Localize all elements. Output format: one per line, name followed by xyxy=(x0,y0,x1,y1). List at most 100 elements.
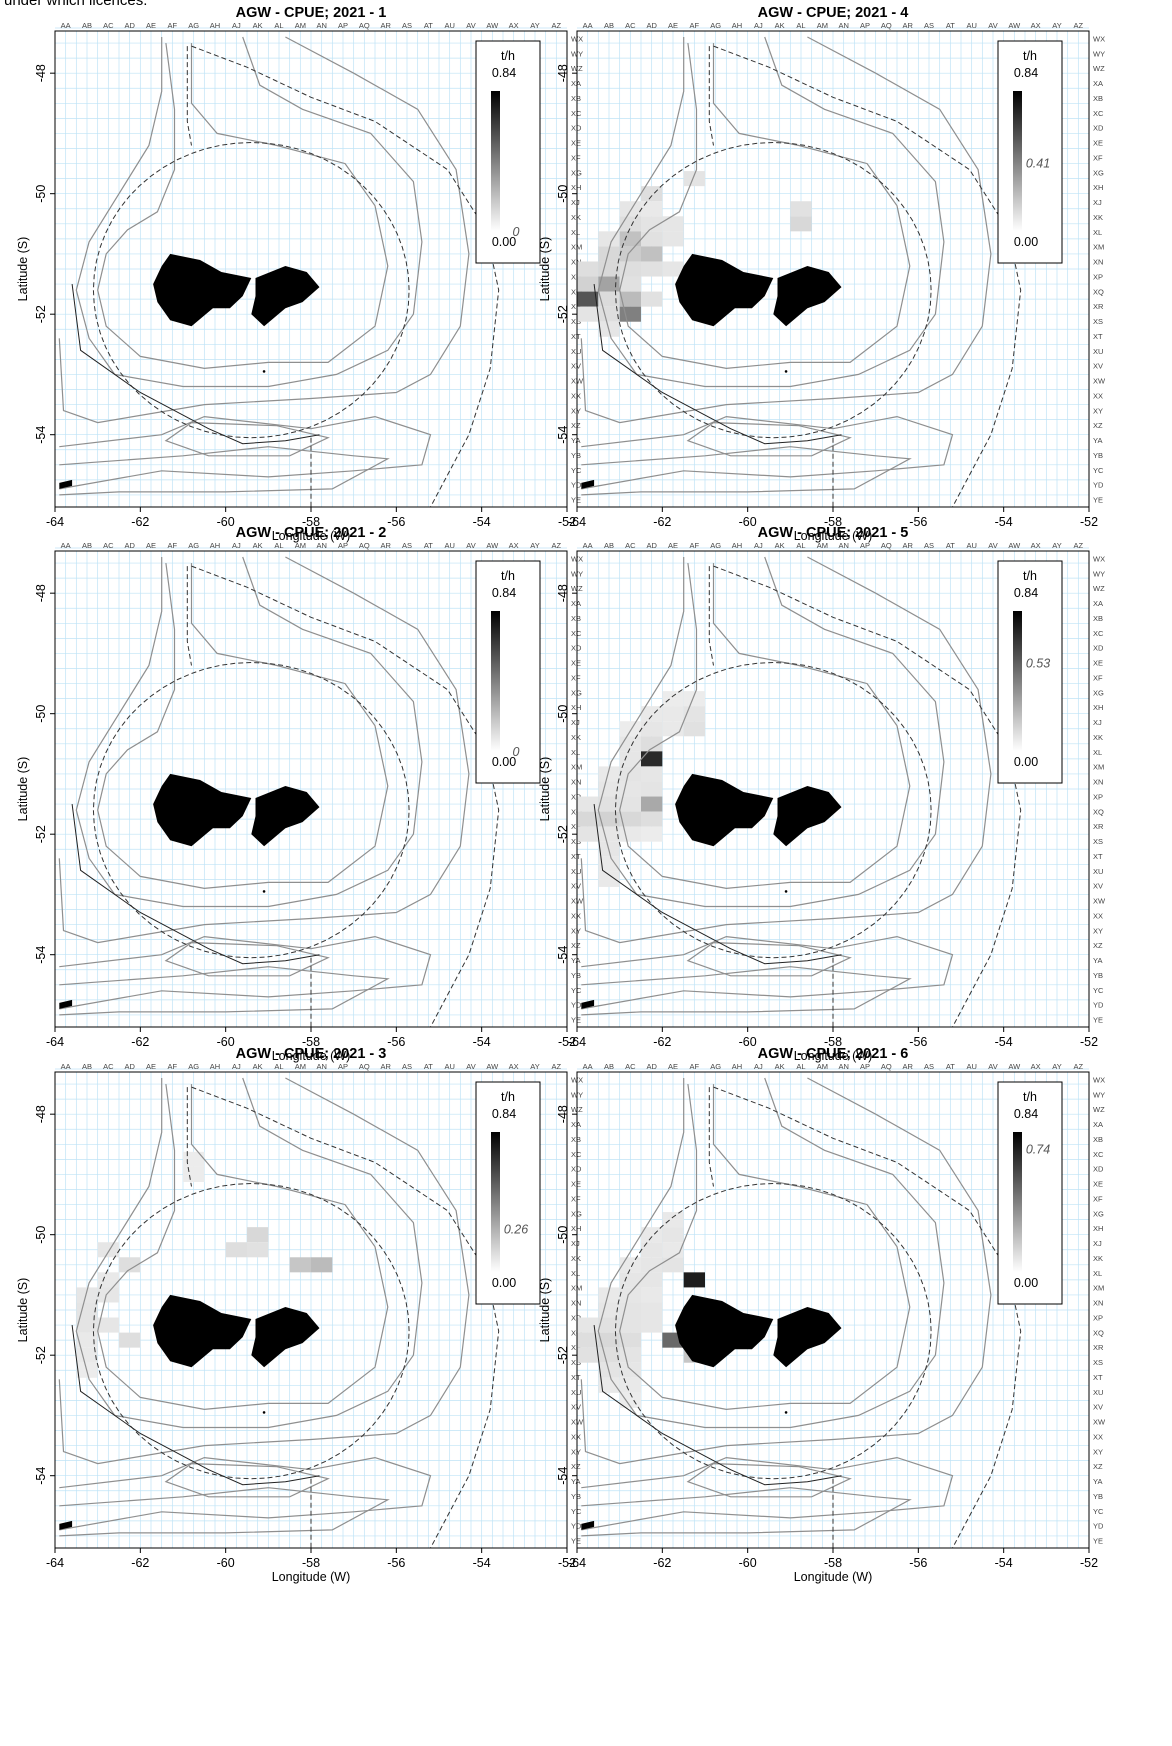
legend-bar xyxy=(1013,1132,1022,1272)
y-axis-label: Latitude (S) xyxy=(16,1278,30,1343)
grid-row-label: XD xyxy=(1093,644,1104,653)
colour-legend: t/h 0.84 0.00 0.74 xyxy=(997,1081,1063,1305)
x-tick-label: -64 xyxy=(568,1556,586,1570)
grid-row-label: XL xyxy=(571,748,580,757)
bathymetry-contours xyxy=(580,556,1022,1028)
grid-column-label: AR xyxy=(902,1062,913,1071)
heat-cell xyxy=(641,246,663,262)
grid-row-labels: WXWYWZXAXBXCXDXEXFXGXHXJXKXLXMXNXPXQXRXS… xyxy=(571,554,584,1024)
grid-row-label: XS xyxy=(571,317,581,326)
grid-row-label: XW xyxy=(571,1418,584,1427)
heat-cell xyxy=(619,306,641,322)
y-axis-label: Latitude (S) xyxy=(538,757,552,822)
grid-column-label: AF xyxy=(690,1062,700,1071)
zone-circle xyxy=(614,141,932,439)
grid-column-label: AA xyxy=(61,541,71,550)
grid-column-label: AZ xyxy=(1074,21,1084,30)
x-tick-label: -52 xyxy=(1080,515,1098,529)
grid-column-label: AP xyxy=(860,1062,870,1071)
grid-row-label: XT xyxy=(1093,332,1103,341)
y-tick-label: -54 xyxy=(556,946,570,964)
contour-line xyxy=(58,556,470,944)
grid-row-label: XN xyxy=(1093,778,1103,787)
grid-column-label: AK xyxy=(253,541,263,550)
heat-cell xyxy=(683,706,705,722)
legend-bar xyxy=(491,91,500,231)
heat-cell xyxy=(97,1317,119,1333)
grid-column-label: AA xyxy=(61,1062,71,1071)
grid-column-label: AA xyxy=(583,1062,593,1071)
grid-column-label: AJ xyxy=(754,21,763,30)
grid-column-label: AX xyxy=(1031,21,1041,30)
heat-cell xyxy=(641,736,663,752)
grid-column-label: AC xyxy=(103,541,114,550)
grid-column-label: AC xyxy=(625,21,636,30)
grid-row-label: XK xyxy=(571,213,581,222)
grid-column-label: AC xyxy=(103,21,114,30)
grid-column-label: AG xyxy=(188,541,199,550)
contour-line xyxy=(581,966,912,1016)
grid-row-label: XQ xyxy=(1093,287,1104,296)
x-tick-label: -62 xyxy=(653,1556,671,1570)
contour-line xyxy=(581,935,954,1010)
x-tick-label: -64 xyxy=(46,1035,64,1049)
colour-legend: t/h 0.84 0.00 0.26 xyxy=(475,1081,541,1305)
grid-row-label: XY xyxy=(1093,1447,1103,1456)
contour-line xyxy=(597,556,945,908)
island xyxy=(262,370,266,373)
legend-box xyxy=(475,40,541,264)
legend-box xyxy=(475,560,541,784)
island xyxy=(59,479,73,489)
heat-cell xyxy=(619,1272,641,1288)
grid-row-label: YB xyxy=(1093,1492,1103,1501)
legend-max: 0.84 xyxy=(1014,1107,1038,1121)
grid-row-label: XE xyxy=(571,1180,581,1189)
y-tick-label: -54 xyxy=(556,426,570,444)
zone-boundary-dashed xyxy=(191,565,500,1028)
grid-column-label: AX xyxy=(1031,541,1041,550)
contour-line xyxy=(75,36,423,388)
grid-row-label: XM xyxy=(1093,763,1104,772)
grid-column-label: AQ xyxy=(359,541,370,550)
contour-line xyxy=(581,415,954,490)
grid-row-label: XK xyxy=(1093,213,1103,222)
grid-column-label: AT xyxy=(424,1062,433,1071)
grid-row-label: YE xyxy=(571,1537,581,1546)
heat-cell xyxy=(577,1317,599,1333)
grid-row-label: XX xyxy=(1093,1432,1103,1441)
grid-column-label: AU xyxy=(444,541,454,550)
grid-row-label: YB xyxy=(571,1492,581,1501)
x-axis-label: Longitude (W) xyxy=(794,1570,873,1584)
heat-cell xyxy=(598,231,620,247)
grid-row-label: YB xyxy=(1093,451,1103,460)
zone-boundary-dashed xyxy=(713,565,1022,1028)
legend-box xyxy=(475,1081,541,1305)
heat-cell xyxy=(641,216,663,232)
grid-row-label: XR xyxy=(1093,822,1104,831)
island xyxy=(251,1307,320,1368)
heat-cell xyxy=(619,751,641,767)
y-tick-label: -52 xyxy=(556,825,570,843)
grid-row-label: XB xyxy=(571,94,581,103)
land xyxy=(59,1294,320,1530)
grid-column-label: AQ xyxy=(881,541,892,550)
grid-row-label: XN xyxy=(571,1299,581,1308)
grid-column-label: AD xyxy=(646,21,657,30)
grid-row-label: XX xyxy=(571,391,581,400)
contour-line xyxy=(597,36,945,388)
grid-column-label: AD xyxy=(646,541,657,550)
grid-row-label: XQ xyxy=(1093,1328,1104,1337)
legend-box xyxy=(997,40,1063,264)
grid-row-label: XX xyxy=(1093,391,1103,400)
grid-column-label: AH xyxy=(732,21,742,30)
grid-row-label: XW xyxy=(571,897,584,906)
heat-cell xyxy=(641,1257,663,1273)
grid-row-label: XE xyxy=(571,659,581,668)
grid-column-label: AM xyxy=(295,541,306,550)
y-axis-label: Latitude (S) xyxy=(538,1278,552,1343)
grid-row-label: WZ xyxy=(1093,64,1105,73)
heat-cell xyxy=(598,796,620,812)
heat-cell xyxy=(619,826,641,842)
island xyxy=(153,1294,252,1368)
heat-cell xyxy=(641,781,663,797)
